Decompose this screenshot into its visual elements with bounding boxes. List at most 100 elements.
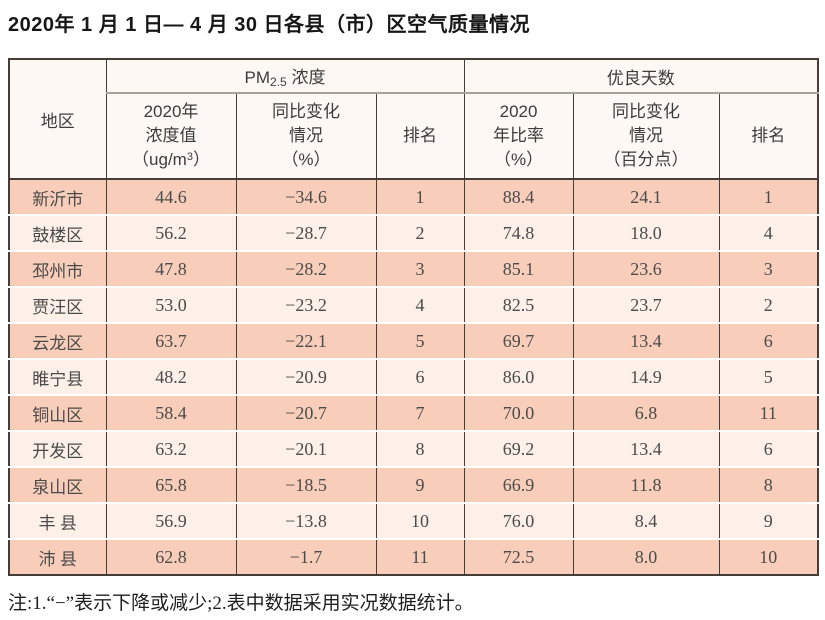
days-rank-cell: 9 [718,503,819,540]
pm-value-cell: 58.4 [105,395,237,432]
table-row: 贾汪区 53.0 −23.2 4 82.5 23.7 2 [8,287,819,324]
days-rate-cell: 88.4 [463,179,574,216]
region-cell: 泉山区 [8,467,107,504]
pm-value-unit-sup: 3 [186,150,193,163]
region-cell: 开发区 [8,431,107,468]
pm-value-cell: 56.2 [105,215,237,252]
pm-change-cell: −28.7 [235,215,377,252]
pm-value-cell: 48.2 [105,359,237,396]
header-sub-row: 2020年 浓度值 （ug/m3） 同比变化 情况 （%） 排名 2020 年比… [9,93,819,180]
col-header-days-change: 同比变化 情况 （百分点） [572,93,720,180]
col-header-days-rank: 排名 [718,93,819,180]
region-cell: 睢宁县 [8,359,107,396]
col-header-days-rate: 2020 年比率 （%） [463,93,574,180]
days-rate-cell: 76.0 [463,503,574,540]
pm-value-cell: 62.8 [105,539,237,575]
pm-value-unit: （ug/m3） [107,148,236,172]
pm25-prefix: PM [244,68,271,87]
col-header-pm-value: 2020年 浓度值 （ug/m3） [105,93,237,180]
pm-rank-cell: 5 [375,323,465,360]
days-rank-cell: 1 [718,179,819,216]
days-change-cell: 6.8 [572,395,720,432]
table-row: 云龙区 63.7 −22.1 5 69.7 13.4 6 [8,323,819,360]
pm-value-cell: 47.8 [105,251,237,288]
region-cell: 新沂市 [8,179,107,216]
pm25-suffix: 浓度 [286,68,326,87]
pm-rank-cell: 7 [375,395,465,432]
days-rate-cell: 72.5 [463,539,574,575]
days-change-cell: 8.4 [572,503,720,540]
days-rate-cell: 69.7 [463,323,574,360]
air-quality-table: 地区 PM2.5 浓度 优良天数 2020年 浓度值 （ug/m3） 同比变化 … [8,58,820,576]
pm-rank-cell: 6 [375,359,465,396]
pm-value-cell: 53.0 [105,287,237,324]
days-rank-cell: 4 [718,215,819,252]
pm-change-cell: −20.7 [235,395,377,432]
pm-change-cell: −1.7 [235,539,377,575]
pm-rank-cell: 8 [375,431,465,468]
days-change-cell: 23.7 [572,287,720,324]
page-title: 2020年 1 月 1 日— 4 月 30 日各县（市）区空气质量情况 [8,14,531,36]
region-cell: 丰 县 [8,503,107,540]
pm-rank-cell: 2 [375,215,465,252]
col-header-region: 地区 [8,59,107,180]
pm-value-unit-suffix: ） [192,149,210,169]
days-rate-cell: 69.2 [463,431,574,468]
days-rank-cell: 5 [718,359,819,396]
days-rate-cell: 82.5 [463,287,574,324]
pm-value-cell: 56.9 [105,503,237,540]
days-change-cell: 14.9 [572,359,720,396]
table-body: 新沂市 44.6 −34.6 1 88.4 24.1 1 鼓楼区 56.2 −2… [8,179,819,575]
days-rank-cell: 6 [718,323,819,360]
days-change-cell: 8.0 [572,539,720,575]
region-cell: 云龙区 [8,323,107,360]
pm-change-cell: −22.1 [235,323,377,360]
days-rank-cell: 3 [718,251,819,288]
days-change-cell: 23.6 [572,251,720,288]
table-row: 睢宁县 48.2 −20.9 6 86.0 14.9 5 [8,359,819,396]
pm-rank-cell: 10 [375,503,465,540]
days-rank-cell: 11 [718,395,819,432]
days-rate-cell: 70.0 [463,395,574,432]
region-cell: 邳州市 [8,251,107,288]
pm-value-cell: 63.2 [105,431,237,468]
days-rank-cell: 2 [718,287,819,324]
pm-change-cell: −20.9 [235,359,377,396]
pm-rank-cell: 1 [375,179,465,216]
header-group-row: 地区 PM2.5 浓度 优良天数 [8,59,819,180]
pm-rank-cell: 11 [375,539,465,575]
pm-value-line1: 2020年 [143,102,199,122]
pm-value-cell: 44.6 [105,179,237,216]
pm-rank-cell: 3 [375,251,465,288]
col-group-good-days: 优良天数 [463,59,819,94]
days-rate-cell: 86.0 [463,359,574,396]
days-rank-cell: 10 [718,539,819,575]
region-cell: 贾汪区 [8,287,107,324]
region-cell: 沛 县 [8,539,107,575]
days-change-cell: 13.4 [572,431,720,468]
region-cell: 铜山区 [8,395,107,432]
days-change-cell: 11.8 [572,467,720,504]
days-rate-cell: 74.8 [463,215,574,252]
days-rank-cell: 6 [718,431,819,468]
pm-value-cell: 63.7 [105,323,237,360]
table-row: 铜山区 58.4 −20.7 7 70.0 6.8 11 [8,395,819,432]
col-group-pm25: PM2.5 浓度 [105,59,465,94]
col-header-pm-change: 同比变化 情况 （%） [235,93,377,180]
table-row: 开发区 63.2 −20.1 8 69.2 13.4 6 [8,431,819,468]
table-row: 丰 县 56.9 −13.8 10 76.0 8.4 9 [8,503,819,540]
pm-change-cell: −18.5 [235,467,377,504]
days-rate-cell: 66.9 [463,467,574,504]
days-change-cell: 18.0 [572,215,720,252]
pm-change-cell: −20.1 [235,431,377,468]
pm-change-cell: −13.8 [235,503,377,540]
days-rate-cell: 85.1 [463,251,574,288]
days-change-cell: 13.4 [572,323,720,360]
pm-change-cell: −34.6 [235,179,377,216]
days-change-cell: 24.1 [572,179,720,216]
table-row: 邳州市 47.8 −28.2 3 85.1 23.6 3 [8,251,819,288]
pm-rank-cell: 4 [375,287,465,324]
pm-value-cell: 65.8 [105,467,237,504]
footnote: 注:1.“−”表示下降或减少;2.表中数据采用实况数据统计。 [8,593,474,614]
region-cell: 鼓楼区 [8,215,107,252]
